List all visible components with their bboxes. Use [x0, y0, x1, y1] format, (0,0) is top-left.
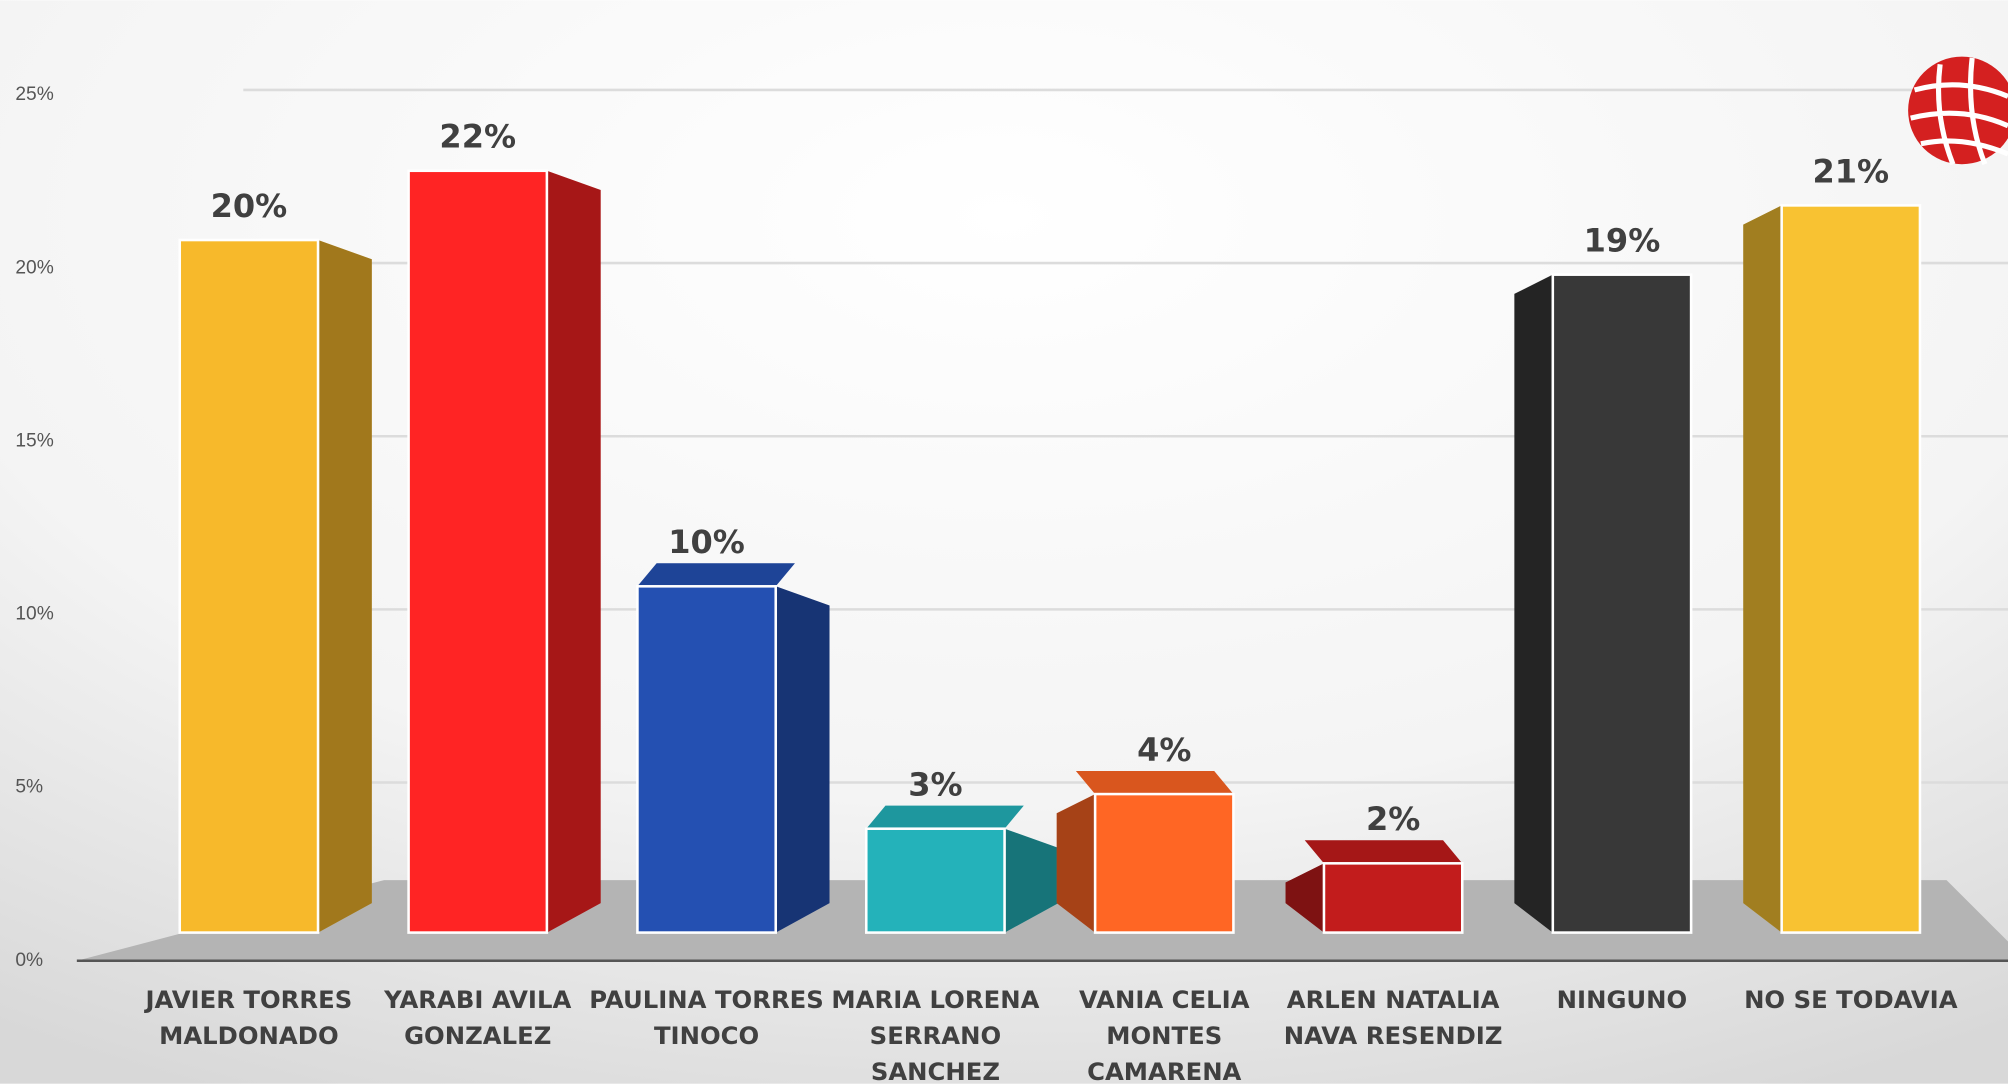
y-tick-label: 25%: [15, 84, 53, 105]
bar-group: 21% NO SE TODAVIA: [1743, 152, 1958, 1014]
bar-side-shade: [775, 586, 830, 933]
y-tick-label: 20%: [15, 257, 53, 278]
bar: [636, 585, 778, 934]
bar: [1093, 792, 1235, 934]
bar-side: [1285, 863, 1324, 933]
data-label: 22%: [439, 118, 516, 156]
y-tick-label: 10%: [15, 604, 53, 625]
bar-group: 3% MARIA LORENA SERRANO SANCHEZ: [831, 765, 1059, 1084]
bar-side-shade: [1285, 863, 1324, 933]
bar: [407, 169, 549, 934]
bar: [1551, 273, 1693, 934]
bar: [178, 238, 320, 934]
x-tick-label: PAULINA TORRES TINOCO: [589, 985, 824, 1050]
x-tick-label: MARIA LORENA SERRANO SANCHEZ: [831, 985, 1039, 1084]
bar-top-shade: [1304, 840, 1463, 864]
x-tick-label: ARLEN NATALIA NAVA RESENDIZ: [1284, 985, 1503, 1050]
bar-side-shade: [1743, 205, 1782, 933]
bar-top: [1075, 771, 1234, 795]
y-tick-label: 0%: [15, 950, 43, 971]
data-label: 4%: [1137, 731, 1191, 769]
x-tick-label: JAVIER TORRES MALDONADO: [143, 985, 352, 1050]
bar-side: [1056, 794, 1096, 933]
bar-side: [546, 170, 601, 933]
bar-side-shade: [1514, 274, 1553, 933]
bar: [1780, 204, 1922, 934]
x-tick-label: VANIA CELIA MONTES CAMARENA: [1079, 985, 1250, 1084]
data-label: 3%: [908, 765, 962, 803]
x-tick-label: YARABI AVILA GONZALEZ: [383, 985, 571, 1050]
y-tick-label: 5%: [15, 777, 43, 798]
bar: [864, 827, 1006, 934]
bar-side: [318, 240, 372, 933]
bar-group: 10% PAULINA TORRES TINOCO: [589, 523, 830, 1050]
bar-side-shade: [1056, 794, 1096, 933]
logo: [1908, 56, 2008, 166]
bar-top-shade: [1075, 771, 1234, 795]
data-label: 20%: [211, 187, 288, 225]
bar-group: 19% NINGUNO: [1514, 222, 1693, 1014]
data-label: 2%: [1366, 800, 1420, 838]
bar-side: [775, 586, 830, 933]
bar-group: 22% YARABI AVILA GONZALEZ: [383, 118, 601, 1050]
bar: [1322, 862, 1464, 934]
bar-top: [866, 805, 1024, 829]
x-tick-label: NINGUNO: [1557, 985, 1688, 1014]
bar-side: [1514, 274, 1553, 933]
bar-top-shade: [866, 805, 1024, 829]
bar-side: [1743, 205, 1782, 933]
bar-top-shade: [637, 563, 795, 587]
bar-top: [1304, 840, 1463, 864]
bar-side: [1004, 828, 1059, 933]
bar-group: 4% VANIA CELIA MONTES CAMARENA: [1056, 731, 1250, 1084]
bar-side-shade: [546, 170, 601, 933]
bar-top: [637, 563, 795, 587]
bar-side-shade: [1004, 828, 1059, 933]
data-label: 10%: [668, 523, 745, 561]
bars: 20% JAVIER TORRES MALDONADO 22% YARABI AVILA…: [143, 118, 1957, 1084]
x-tick-label: NO SE TODAVIA: [1744, 985, 1958, 1014]
data-label: 19%: [1584, 222, 1661, 260]
data-label: 21%: [1813, 152, 1890, 190]
y-tick-label: 15%: [15, 430, 53, 451]
bar-group: 2% ARLEN NATALIA NAVA RESENDIZ: [1284, 800, 1503, 1050]
bar-group: 20% JAVIER TORRES MALDONADO: [143, 187, 372, 1050]
bar-side-shade: [318, 240, 372, 933]
